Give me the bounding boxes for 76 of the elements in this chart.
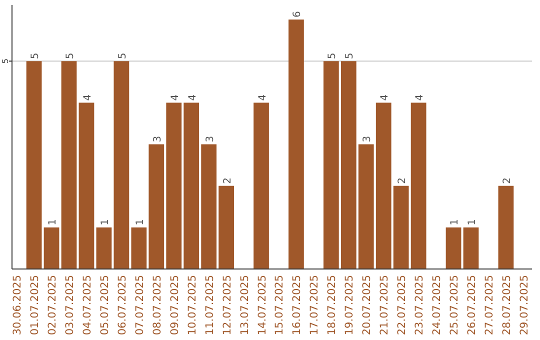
x-tick-label: 20.07.2025 [361,275,374,336]
bar [340,61,356,269]
x-tick-label: 26.07.2025 [466,275,478,336]
x-tick-label: 16.07.2025 [291,275,304,336]
data-label: 3 [204,136,216,142]
x-tick-label: 10.07.2025 [186,275,198,336]
bar [44,227,60,269]
data-label: 2 [222,177,234,184]
x-tick-label: 03.07.2025 [64,275,76,336]
data-label: 1 [48,219,59,226]
bar [218,186,234,269]
data-label: 4 [257,94,268,101]
bar [26,61,42,269]
bar [114,61,130,269]
bar [61,61,77,269]
bar [131,227,147,269]
x-tick-label: 15.07.2025 [274,275,286,336]
bar [96,227,112,269]
bar [358,144,374,269]
x-tick-label: 13.07.2025 [238,275,251,336]
x-tick-label: 12.07.2025 [221,275,234,336]
x-tick-label: 25.07.2025 [448,275,461,336]
data-label: 3 [362,136,374,142]
data-label: 4 [414,94,426,101]
bar [184,102,200,269]
data-label: 4 [187,94,198,101]
data-label: 1 [100,219,111,226]
data-label: 5 [117,52,128,60]
data-label: 4 [170,94,181,101]
x-tick-label: 24.07.2025 [431,275,444,336]
bar [288,20,304,269]
bar [446,227,462,269]
data-label: 5 [65,52,76,60]
x-tick-label: 11.07.2025 [204,275,216,336]
x-tick-label: 01.07.2025 [29,275,42,336]
x-tick-label: 28.07.2025 [500,275,513,336]
x-tick-label: 05.07.2025 [98,275,111,336]
x-tick-label: 23.07.2025 [414,275,426,336]
bar [201,144,217,269]
x-tick-label: 18.07.2025 [326,275,338,336]
x-tick-label: 04.07.2025 [81,275,94,336]
x-tick-label: 27.07.2025 [483,275,496,336]
x-tick-label: 08.07.2025 [151,275,164,336]
data-label: 6 [292,11,304,18]
bar [463,227,479,269]
data-label: 2 [502,177,513,184]
bar [166,102,182,269]
data-label: 1 [450,219,461,226]
x-tick-label: 06.07.2025 [116,275,128,336]
data-label: 1 [467,219,478,226]
x-tick-label: 22.07.2025 [396,275,408,336]
x-tick-label: 17.07.2025 [308,275,321,336]
data-label: 5 [30,52,42,60]
x-tick-label: 02.07.2025 [46,275,59,336]
bar [148,144,164,269]
data-label: 5 [327,52,338,60]
x-tick-label: 30.06.2025 [12,275,24,336]
bar [323,61,339,269]
data-label: 2 [397,177,408,184]
x-tick-label: 21.07.2025 [378,275,391,336]
bar [254,102,269,269]
data-label: 3 [152,136,164,142]
data-label: 5 [344,52,356,60]
data-label: 1 [134,219,146,226]
x-tick-label: 07.07.2025 [134,275,146,336]
x-tick-label: 09.07.2025 [168,275,181,336]
x-tick-label: 29.07.2025 [518,275,530,336]
data-label: 4 [82,94,94,101]
bar [393,186,409,269]
data-label: 4 [380,94,391,101]
bar [410,102,426,269]
bar [78,102,94,269]
x-tick-label: 14.07.2025 [256,275,268,336]
bar [376,102,392,269]
bar [498,186,514,269]
x-tick-label: 19.07.2025 [344,275,356,336]
